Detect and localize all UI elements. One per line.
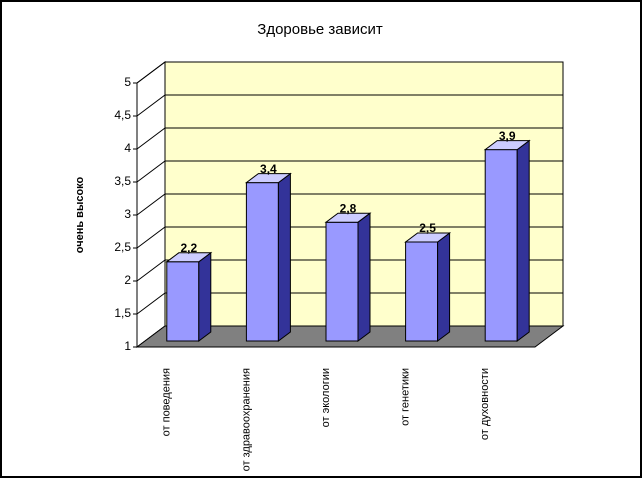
y-axis-label: очень высоко <box>74 176 86 253</box>
value-label: 2,8 <box>340 201 357 215</box>
bar-top <box>244 173 292 184</box>
grid-line <box>136 127 563 150</box>
bar-front <box>166 261 200 342</box>
grid-line <box>136 226 563 249</box>
x-tick-label: от генетики <box>400 368 412 426</box>
x-tick-label: от здравоохранения <box>240 368 252 471</box>
value-label: 3,4 <box>260 162 277 176</box>
bar <box>404 232 452 342</box>
y-tick-label: 2,5 <box>114 240 131 254</box>
y-tick-label: 2 <box>124 273 131 287</box>
bar-side <box>357 212 371 342</box>
x-tick-label: от поведения <box>161 368 173 436</box>
y-tick-label: 3,5 <box>114 174 131 188</box>
y-tick-label: 4,5 <box>114 108 131 122</box>
bar-top <box>165 252 213 263</box>
bar-front <box>405 241 439 342</box>
grid-line <box>136 94 563 117</box>
y-tick-label: 1,5 <box>114 306 131 320</box>
bar-front <box>245 182 279 342</box>
value-label: 2,5 <box>419 221 436 235</box>
bar <box>483 139 531 342</box>
bar <box>324 212 372 342</box>
value-label: 3,9 <box>499 129 516 143</box>
bar <box>244 172 292 342</box>
chart-title: Здоровье зависит <box>257 21 383 38</box>
x-tick-label: от духовности <box>479 368 491 440</box>
y-tick-label: 3 <box>124 207 131 221</box>
grid-line <box>136 61 563 84</box>
y-tick-label: 4 <box>124 141 131 155</box>
bar-front <box>484 149 518 342</box>
value-label: 2,2 <box>180 241 197 255</box>
bar-front <box>325 221 359 342</box>
grid-line <box>136 193 563 216</box>
bar-top <box>483 140 531 151</box>
bar-side <box>516 139 530 342</box>
grid-line <box>136 160 563 183</box>
bar-side <box>437 232 451 342</box>
bar-side <box>198 251 212 342</box>
y-tick-label: 5 <box>124 75 131 89</box>
bar-top <box>404 232 452 243</box>
bar <box>165 251 213 342</box>
y-tick-label: 1 <box>124 339 131 353</box>
bar-top <box>324 212 372 223</box>
bar-side <box>277 172 291 342</box>
x-tick-label: от экологии <box>320 368 332 427</box>
